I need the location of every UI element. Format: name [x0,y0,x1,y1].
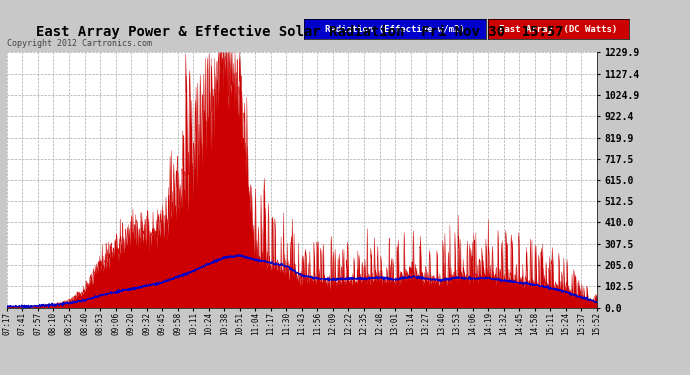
Text: Radiation (Effective w/m2): Radiation (Effective w/m2) [325,25,465,34]
Text: Copyright 2012 Cartronics.com: Copyright 2012 Cartronics.com [7,39,152,48]
Text: East Array  (DC Watts): East Array (DC Watts) [500,25,618,34]
Text: East Array Power & Effective Solar Radiation  Fri Nov 30  15:57: East Array Power & Effective Solar Radia… [37,24,564,39]
